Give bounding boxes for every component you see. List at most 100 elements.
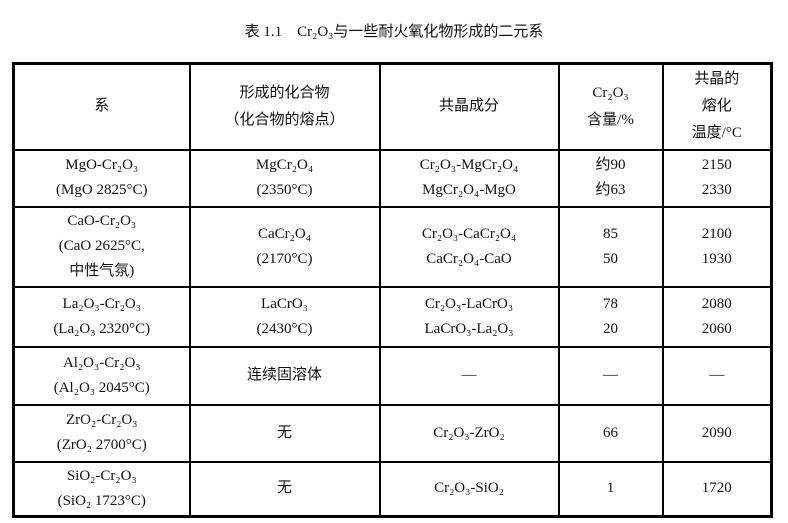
header-content-line: Cr₂O₃ bbox=[592, 84, 629, 101]
header-row: 系 形成的化合物 （化合物的熔点） 共晶成分 Cr₂O₃ 含量/% 共晶的熔化温度/°C bbox=[12, 62, 773, 151]
cell-temp: 2090 bbox=[661, 403, 773, 463]
cell-eutectic: Cr₂O₃-SiO₂ bbox=[378, 460, 560, 518]
cell-temp-line: 2090 bbox=[701, 424, 732, 441]
cell-content-line: 约90 bbox=[595, 157, 626, 173]
cell-content-line: 20 bbox=[603, 320, 618, 337]
cell-system-line: (Al₂O₃ 2045°C) bbox=[53, 379, 150, 396]
header-compound: 形成的化合物 （化合物的熔点） bbox=[188, 62, 381, 151]
cell-system-line: (CaO 2625°C, bbox=[58, 238, 145, 254]
cell-temp-line: 2330 bbox=[701, 182, 732, 198]
cell-system-line: La₂O₃-Cr₂O₃ bbox=[62, 295, 141, 312]
cell-eutectic-line: CaCr₂O₄-CaO bbox=[426, 250, 512, 267]
cell-compound-line: (2350°C) bbox=[256, 182, 313, 198]
cell-compound-line: MgCr₂O₄ bbox=[255, 157, 314, 173]
cell-temp: 2080 2060 bbox=[661, 285, 773, 348]
cell-system-line: ZrO₂-Cr₂O₃ bbox=[65, 412, 138, 428]
header-temp: 共晶的熔化温度/°C bbox=[661, 62, 773, 151]
cell-compound: 无 bbox=[188, 403, 381, 463]
cell-compound-line: 连续固溶体 bbox=[246, 367, 322, 383]
header-eutectic: 共晶成分 bbox=[378, 62, 560, 151]
cell-compound: MgCr₂O₄ (2350°C) bbox=[188, 148, 381, 208]
cell-content-line: 1 bbox=[606, 480, 615, 497]
cell-system-line: (SiO₂ 1723°C) bbox=[57, 492, 146, 509]
cell-temp: 2150 2330 bbox=[661, 148, 773, 208]
binary-system-table: 系形成的化合物 （化合物的熔点） 共晶成分 Cr₂O₃ 含量/% 共晶的 熔化 温度/°C Mg… bbox=[12, 62, 773, 518]
header-temp-line: 熔化 bbox=[701, 98, 732, 115]
cell-content: 66 bbox=[557, 403, 664, 463]
cell-system-line: (MgO 2825°C) bbox=[56, 182, 148, 198]
cell-content: — bbox=[557, 345, 664, 406]
cell-system-line: MgO-Cr₂O₃ bbox=[65, 157, 139, 173]
cell-temp: 1720 bbox=[661, 460, 773, 518]
cell-eutectic-line: Cr₂O₃-SiO₂ bbox=[434, 480, 504, 497]
cell-content: 85 50 bbox=[557, 205, 664, 288]
cell-eutectic: Cr₂O₃-ZrO₂ bbox=[378, 403, 560, 463]
cell-temp: 2100 1930 bbox=[661, 205, 773, 288]
table-row: La₂O₃-Cr₂O₃ (La₂O₃ 2320°C) LaCrO₃ (2430°C) C… bbox=[12, 285, 773, 348]
cell-temp-line: 2060 bbox=[701, 320, 732, 337]
cell-temp-line: 1930 bbox=[701, 250, 732, 267]
cell-eutectic-line: — bbox=[461, 367, 477, 383]
cell-content: 1 bbox=[557, 460, 664, 518]
header-system-line: 系 bbox=[94, 98, 110, 115]
cell-eutectic-line: Cr₂O₃-LaCrO₃ bbox=[424, 295, 514, 312]
cell-temp-line: 2100 bbox=[701, 225, 732, 242]
cell-content: 约90 约63 bbox=[557, 148, 664, 208]
cell-system: SiO₂-Cr₂O₃ (SiO₂ 1723°C) bbox=[12, 460, 191, 518]
cell-eutectic: Cr₂O₃-LaCrO₃ LaCrO₃-La₂O₃ bbox=[378, 285, 560, 348]
table-row: CaO-Cr₂O₃ (CaO 2625°C, 中性气氛) CaCr₂O₄ (2170°C… bbox=[12, 205, 773, 288]
cell-content-line: 50 bbox=[603, 250, 618, 267]
header-compound-line: 形成的化合物 bbox=[239, 84, 330, 101]
cell-system-line: Al₂O₃-Cr₂O₃ bbox=[62, 354, 141, 371]
cell-system-line: 中性气氛) bbox=[69, 263, 135, 279]
cell-content-line: 85 bbox=[603, 225, 618, 242]
table-row: MgO-Cr₂O₃ (MgO 2825°C) MgCr₂O₄ (2350°C) Cr₂O… bbox=[12, 148, 773, 208]
cell-compound: 无 bbox=[188, 460, 381, 518]
cell-compound-line: CaCr₂O₄ bbox=[258, 225, 311, 242]
header-temp-line: 温度/°C bbox=[691, 125, 742, 142]
cell-system-line: CaO-Cr₂O₃ bbox=[67, 213, 137, 229]
cell-eutectic-line: Cr₂O₃-CaCr₂O₄ bbox=[421, 225, 517, 242]
cell-system: CaO-Cr₂O₃ (CaO 2625°C, 中性气氛) bbox=[12, 205, 191, 288]
table-caption: 表 1.1 Cr₂O₃与一些耐火氧化物形成的二元系 bbox=[244, 24, 544, 40]
cell-temp-line: 2150 bbox=[701, 157, 732, 173]
cell-system-line: SiO₂-Cr₂O₃ bbox=[66, 467, 137, 484]
cell-compound: CaCr₂O₄ (2170°C) bbox=[188, 205, 381, 288]
table-row: SiO₂-Cr₂O₃ (SiO₂ 1723°C) 无 Cr₂O₃-SiO₂ 1 1720 bbox=[12, 460, 773, 518]
cell-temp-line: 2080 bbox=[701, 295, 732, 312]
cell-compound-line: 无 bbox=[276, 480, 292, 497]
cell-eutectic: Cr₂O₃-MgCr₂O₄ MgCr₂O₄-MgO bbox=[378, 148, 560, 208]
header-eutectic-line: 共晶成分 bbox=[438, 98, 499, 115]
cell-eutectic: — bbox=[378, 345, 560, 406]
cell-compound-line: (2170°C) bbox=[256, 250, 313, 267]
header-content: Cr₂O₃ 含量/% bbox=[557, 62, 664, 151]
header-system: 系 bbox=[12, 62, 191, 151]
cell-content-line: 66 bbox=[603, 424, 618, 441]
cell-compound: LaCrO₃ (2430°C) bbox=[188, 285, 381, 348]
table-row: Al₂O₃-Cr₂O₃ (Al₂O₃ 2045°C) 连续固溶体 — — — bbox=[12, 345, 773, 406]
cell-content-line: 约63 bbox=[595, 182, 626, 198]
cell-system: Al₂O₃-Cr₂O₃ (Al₂O₃ 2045°C) bbox=[12, 345, 191, 406]
cell-system-line: (ZrO₂ 2700°C) bbox=[56, 437, 147, 453]
cell-system: MgO-Cr₂O₃ (MgO 2825°C) bbox=[12, 148, 191, 208]
cell-eutectic-line: Cr₂O₃-MgCr₂O₄ bbox=[419, 157, 519, 173]
cell-temp-line: — bbox=[709, 367, 725, 383]
header-temp-line: 共晶的 bbox=[694, 71, 740, 88]
cell-eutectic-line: MgCr₂O₄-MgO bbox=[422, 182, 516, 198]
cell-eutectic: Cr₂O₃-CaCr₂O₄ CaCr₂O₄-CaO bbox=[378, 205, 560, 288]
cell-system: La₂O₃-Cr₂O₃ (La₂O₃ 2320°C) bbox=[12, 285, 191, 348]
header-compound-line: （化合物的熔点） bbox=[224, 111, 345, 128]
cell-compound-line: 无 bbox=[276, 424, 292, 441]
cell-content: 78 20 bbox=[557, 285, 664, 348]
cell-system-line: (La₂O₃ 2320°C) bbox=[53, 320, 151, 337]
table-row: ZrO₂-Cr₂O₃ (ZrO₂ 2700°C) 无 Cr₂O₃-ZrO₂ 66 2090 bbox=[12, 403, 773, 463]
cell-content-line: 78 bbox=[603, 295, 618, 312]
cell-compound: 连续固溶体 bbox=[188, 345, 381, 406]
cell-temp-line: 1720 bbox=[701, 480, 732, 497]
header-content-line: 含量/% bbox=[587, 111, 634, 128]
cell-system: ZrO₂-Cr₂O₃ (ZrO₂ 2700°C) bbox=[12, 403, 191, 463]
cell-compound-line: LaCrO₃ bbox=[261, 295, 308, 312]
cell-temp: — bbox=[661, 345, 773, 406]
cell-eutectic-line: LaCrO₃-La₂O₃ bbox=[424, 320, 514, 337]
cell-compound-line: (2430°C) bbox=[256, 320, 313, 337]
